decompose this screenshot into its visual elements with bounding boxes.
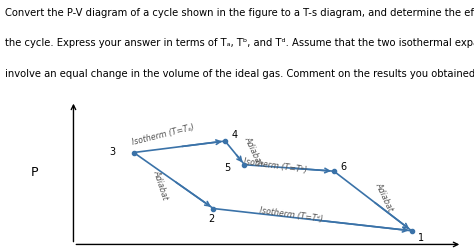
Text: Adiabat: Adiabat [152,169,170,201]
Text: 1: 1 [418,233,424,243]
Text: 4: 4 [232,130,238,140]
Text: involve an equal change in the volume of the ideal gas. Comment on the results y: involve an equal change in the volume of… [5,69,474,79]
Text: 6: 6 [340,162,346,172]
Text: Adiabat: Adiabat [242,135,264,167]
Text: Convert the P-V diagram of a cycle shown in the figure to a T-s diagram, and det: Convert the P-V diagram of a cycle shown… [5,8,474,18]
Text: Isotherm (T=Tᵈ): Isotherm (T=Tᵈ) [259,206,323,224]
Text: the cycle. Express your answer in terms of Tₐ, Tᵇ, and Tᵈ. Assume that the two i: the cycle. Express your answer in terms … [5,38,474,48]
Text: Isotherm (T=Tₐ): Isotherm (T=Tₐ) [131,123,195,147]
Text: 3: 3 [109,147,115,157]
Text: 2: 2 [209,214,215,224]
Text: Adiabat: Adiabat [374,181,395,213]
Text: 5: 5 [224,163,230,173]
Text: Isotherm (T=Tᵇ): Isotherm (T=Tᵇ) [243,157,308,175]
Text: P: P [31,166,38,179]
